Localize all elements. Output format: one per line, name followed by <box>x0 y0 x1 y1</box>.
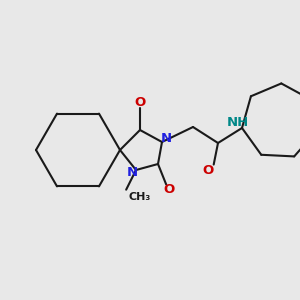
Text: N: N <box>126 167 138 179</box>
Text: CH₃: CH₃ <box>128 192 150 202</box>
Text: O: O <box>202 164 213 177</box>
Text: O: O <box>164 183 175 196</box>
Text: O: O <box>134 95 146 109</box>
Text: NH: NH <box>227 116 249 128</box>
Text: N: N <box>160 131 172 145</box>
